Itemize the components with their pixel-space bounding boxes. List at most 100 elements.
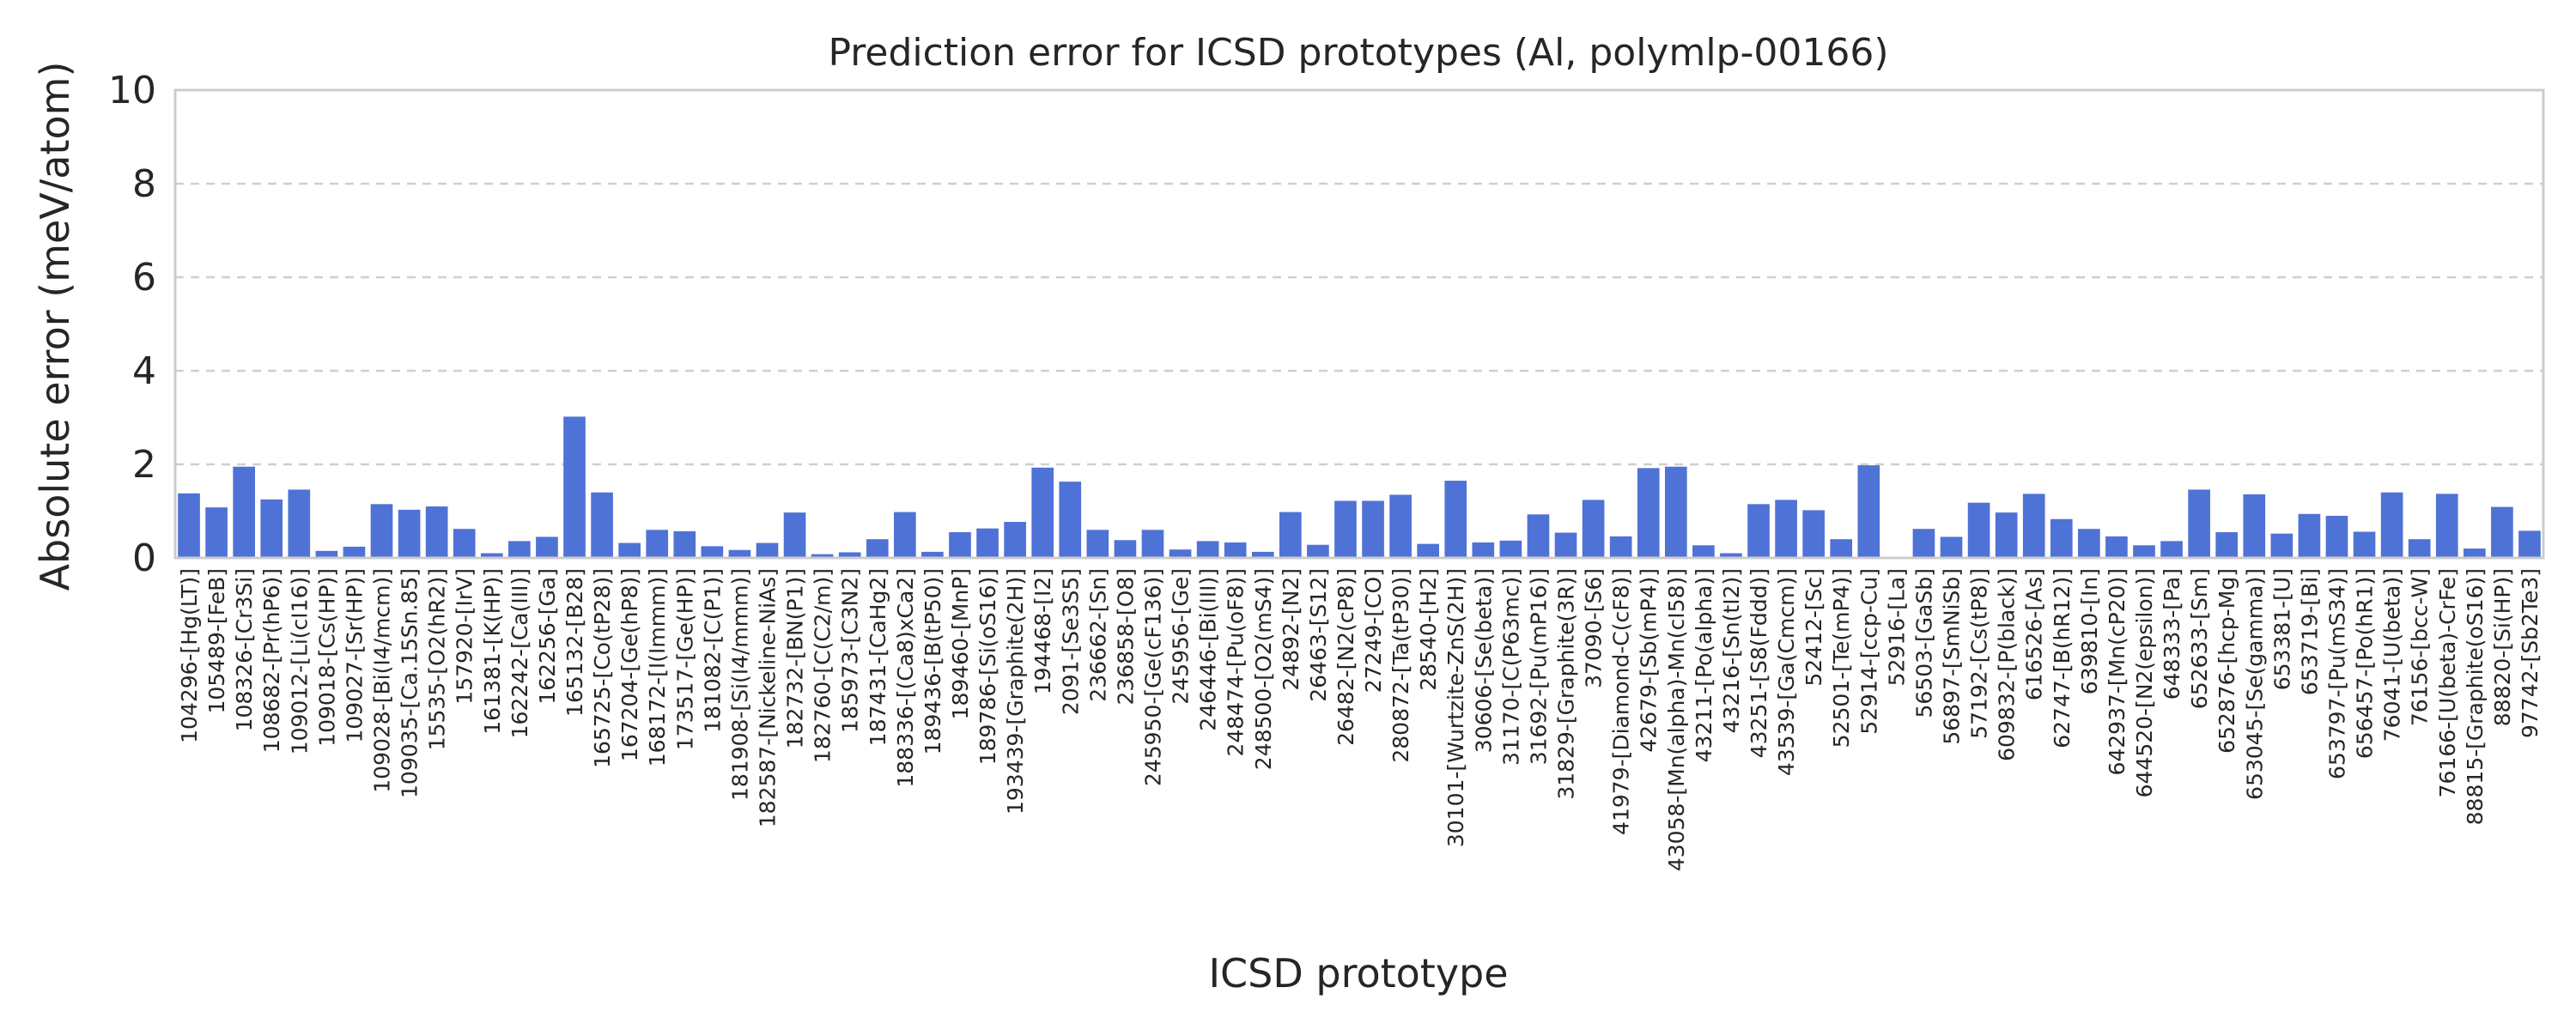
bar: [1664, 466, 1687, 558]
x-tick-label: 236858-[O8]: [1113, 568, 1138, 706]
x-tick-label: 162256-[Ga]: [535, 568, 560, 705]
x-tick-label: 280872-[Ta(tP30)]: [1388, 568, 1413, 763]
x-tick-label: 24892-[N2]: [1279, 568, 1303, 691]
bar: [480, 553, 503, 558]
x-tick-label: 194468-[I2]: [1030, 568, 1055, 694]
x-tick-label: 43211-[Po(alpha)]: [1692, 568, 1716, 762]
x-tick-label: 52916-[La]: [1884, 568, 1909, 686]
x-tick-label: 168172-[I(Immm)]: [645, 568, 670, 766]
bar: [1692, 545, 1715, 558]
x-tick-label: 31829-[Graphite(3R)]: [1554, 568, 1579, 800]
x-tick-label: 88820-[Si(HP)]: [2490, 568, 2515, 726]
bar: [1967, 502, 1990, 558]
bar: [1995, 512, 2018, 558]
x-tick-label: 161381-[K(HP)]: [480, 568, 505, 735]
x-tick-label: 28540-[H2]: [1416, 568, 1441, 691]
x-tick-label: 165725-[Co(tP28)]: [590, 568, 615, 768]
bar: [1582, 500, 1605, 558]
y-axis-label: Absolute error (meV/atom): [32, 62, 78, 591]
bar: [370, 504, 393, 558]
bar: [343, 546, 366, 558]
bar: [1389, 494, 1412, 558]
x-tick-label: 248474-[Pu(oF8)]: [1224, 568, 1249, 757]
x-tick-label: 246446-[Bi(III)]: [1196, 568, 1221, 731]
bar: [1857, 465, 1880, 558]
x-tick-label: 105489-[FeB]: [204, 568, 229, 714]
y-tick-label: 4: [132, 349, 156, 393]
x-tick-label: 188336-[(Ca8)xCa2]: [893, 568, 918, 788]
bar: [1334, 500, 1357, 558]
bar: [2518, 530, 2541, 558]
bar: [2435, 494, 2458, 558]
bar: [1141, 530, 1164, 558]
bar: [260, 499, 283, 558]
x-tick-label: 648333-[Pa]: [2160, 568, 2184, 700]
bar: [2463, 548, 2486, 558]
x-tick-label: 616526-[As]: [2022, 568, 2047, 700]
x-tick-label: 109018-[Cs(HP)]: [314, 568, 339, 747]
x-tick-label: 76156-[bcc-W]: [2408, 568, 2433, 726]
bar: [838, 552, 861, 558]
x-tick-label: 52412-[Sc]: [1801, 568, 1826, 687]
bar: [2270, 533, 2293, 558]
bar: [453, 529, 476, 558]
bar: [949, 532, 971, 558]
bar: [536, 536, 558, 558]
plot-frame: [173, 88, 2545, 560]
x-tick-label: 656457-[Po(hR1)]: [2353, 568, 2378, 759]
x-tick-label: 104296-[Hg(LT)]: [177, 568, 202, 743]
bar: [1830, 539, 1853, 558]
bar: [508, 541, 531, 558]
bar: [1196, 541, 1219, 558]
y-tick-label: 2: [132, 443, 156, 487]
x-tick-label: 30101-[Wurtzite-ZnS(2H)]: [1443, 568, 1468, 847]
bar: [2105, 536, 2128, 558]
bar: [1499, 540, 1522, 558]
x-tick-label: 193439-[Graphite(2H)]: [1003, 568, 1028, 815]
bar: [315, 550, 338, 558]
x-tick-label: 57192-[Cs(tP8)]: [1967, 568, 1992, 739]
x-tick-label: 187431-[CaHg2]: [866, 568, 890, 746]
x-tick-label: 181082-[C(P1)]: [700, 568, 725, 733]
x-tick-label: 62747-[B(hR12)]: [2050, 568, 2075, 748]
x-tick-label: 157920-[IrV]: [453, 568, 477, 705]
x-tick-label: 43216-[Sn(tI2)]: [1719, 568, 1744, 733]
bar: [178, 493, 200, 558]
x-tick-label: 97742-[Sb2Te3]: [2518, 568, 2543, 738]
x-tick-label: 31692-[Pu(mP16)]: [1526, 568, 1551, 765]
x-tick-label: 653381-[U]: [2269, 568, 2294, 690]
bar: [1307, 544, 1329, 558]
x-tick-label: 43539-[Ga(Cmcm)]: [1774, 568, 1799, 776]
bar: [976, 528, 999, 558]
bar: [1059, 482, 1082, 558]
x-tick-label: 31170-[C(P63mc)]: [1498, 568, 1523, 766]
x-tick-label: 26463-[S12]: [1306, 568, 1331, 702]
x-tick-label: 52501-[Te(mP4)]: [1829, 568, 1854, 748]
x-tick-label: 109027-[Sr(HP)]: [342, 568, 367, 743]
x-tick-label: 165132-[B28]: [562, 568, 587, 717]
x-tick-label: 173517-[Ge(HP)]: [672, 568, 697, 750]
bar: [1086, 530, 1109, 558]
bar: [1114, 540, 1137, 558]
bar: [563, 416, 586, 558]
x-tick-label: 37090-[S6]: [1582, 568, 1607, 688]
x-tick-label: 76041-[U(beta)]: [2380, 568, 2405, 742]
x-tick-labels: 104296-[Hg(LT)] 105489-[FeB] 108326-[Cr3Si…: [177, 568, 2543, 871]
x-tick-label: 185973-[C3N2]: [838, 568, 863, 733]
bar: [591, 492, 613, 558]
bar: [1224, 542, 1247, 558]
bar: [618, 542, 641, 558]
bar: [728, 549, 751, 558]
grid-lines: [175, 182, 2543, 466]
x-tick-label: 653797-[Pu(mS34)]: [2324, 568, 2349, 779]
x-tick-label: 181908-[Si(I4/mmm)]: [727, 568, 752, 801]
bar: [1362, 500, 1384, 558]
bar: [2188, 489, 2210, 558]
x-tick-label: 56503-[GaSb]: [1911, 568, 1936, 718]
x-tick-label: 652633-[Sm]: [2187, 568, 2212, 709]
chart-title: Prediction error for ICSD prototypes (Al…: [828, 31, 1888, 75]
x-tick-label: 26482-[N2(cP8)]: [1334, 568, 1358, 746]
bar: [921, 551, 944, 558]
x-tick-label: 182587-[Nickeline-NiAs]: [756, 568, 781, 827]
